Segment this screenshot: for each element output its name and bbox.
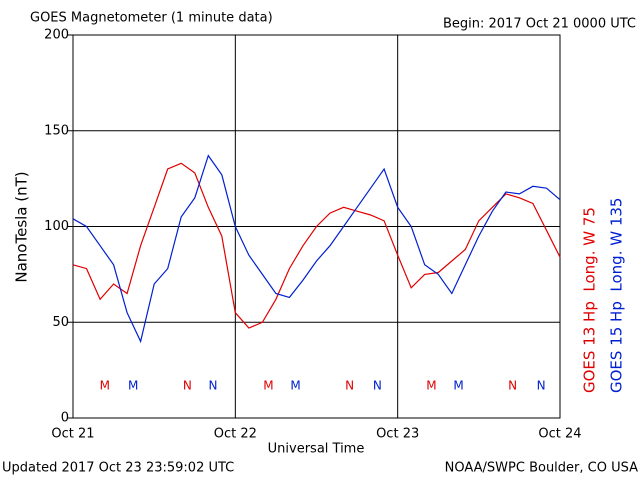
y-tick-label: 0 [61, 411, 69, 426]
marker-label: N [508, 379, 517, 393]
footer-left: Updated 2017 Oct 23 23:59:02 UTC [2, 461, 234, 476]
x-tick-label: Oct 21 [51, 427, 94, 442]
marker-label: M [426, 379, 436, 393]
y-tick-label: 100 [44, 219, 69, 234]
marker-label: M [453, 379, 463, 393]
marker-label: N [345, 379, 354, 393]
marker-label: N [537, 379, 546, 393]
marker-label: N [373, 379, 382, 393]
plot-frame [72, 34, 561, 419]
x-axis-label: Universal Time [268, 442, 365, 457]
y-tick-label: 150 [44, 123, 69, 138]
series-line [72, 162, 561, 329]
x-tick-label: Oct 22 [214, 427, 257, 442]
y-tick-label: 200 [44, 28, 69, 43]
marker-label: M [128, 379, 138, 393]
footer-right: NOAA/SWPC Boulder, CO USA [445, 461, 638, 476]
y-axis-label: NanoTesla (nT) [13, 171, 31, 282]
marker-label: N [183, 379, 192, 393]
series-line [72, 154, 561, 344]
chart-title: GOES Magnetometer (1 minute data) [30, 11, 273, 26]
marker-label: N [209, 379, 218, 393]
legend-entry: GOES 13 Hp Long. W 75 [581, 207, 599, 393]
marker-label: M [290, 379, 300, 393]
marker-label: M [100, 379, 110, 393]
legend-entry: GOES 15 Hp Long. W 135 [608, 198, 626, 393]
x-tick-label: Oct 23 [376, 427, 419, 442]
chart-subtitle: Begin: 2017 Oct 21 0000 UTC [443, 17, 636, 32]
x-tick-label: Oct 24 [538, 427, 581, 442]
y-tick-label: 50 [52, 315, 69, 330]
marker-label: M [263, 379, 273, 393]
